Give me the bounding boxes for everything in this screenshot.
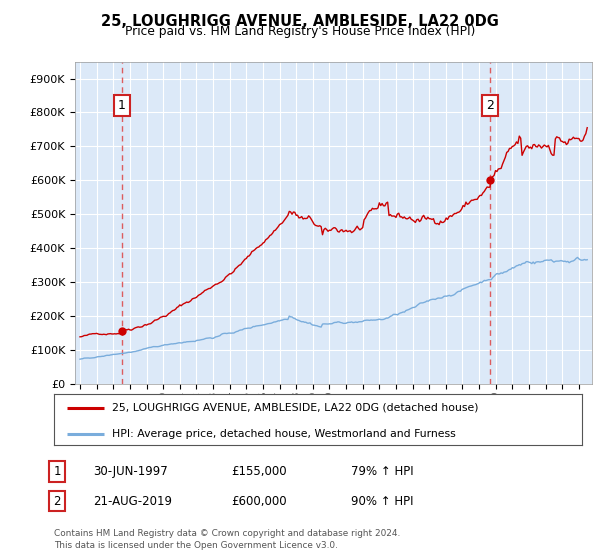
Text: HPI: Average price, detached house, Westmorland and Furness: HPI: Average price, detached house, West…	[112, 429, 456, 439]
Text: 1: 1	[53, 465, 61, 478]
Text: 2: 2	[486, 99, 494, 112]
Text: £155,000: £155,000	[231, 465, 287, 478]
Text: 90% ↑ HPI: 90% ↑ HPI	[351, 494, 413, 508]
Text: 25, LOUGHRIGG AVENUE, AMBLESIDE, LA22 0DG: 25, LOUGHRIGG AVENUE, AMBLESIDE, LA22 0D…	[101, 14, 499, 29]
Text: Price paid vs. HM Land Registry's House Price Index (HPI): Price paid vs. HM Land Registry's House …	[125, 25, 475, 38]
Text: 1: 1	[118, 99, 125, 112]
Text: Contains HM Land Registry data © Crown copyright and database right 2024.
This d: Contains HM Land Registry data © Crown c…	[54, 529, 400, 550]
Text: 79% ↑ HPI: 79% ↑ HPI	[351, 465, 413, 478]
Text: 25, LOUGHRIGG AVENUE, AMBLESIDE, LA22 0DG (detached house): 25, LOUGHRIGG AVENUE, AMBLESIDE, LA22 0D…	[112, 403, 479, 413]
Text: 2: 2	[53, 494, 61, 508]
Text: 21-AUG-2019: 21-AUG-2019	[93, 494, 172, 508]
Text: £600,000: £600,000	[231, 494, 287, 508]
Text: 30-JUN-1997: 30-JUN-1997	[93, 465, 168, 478]
